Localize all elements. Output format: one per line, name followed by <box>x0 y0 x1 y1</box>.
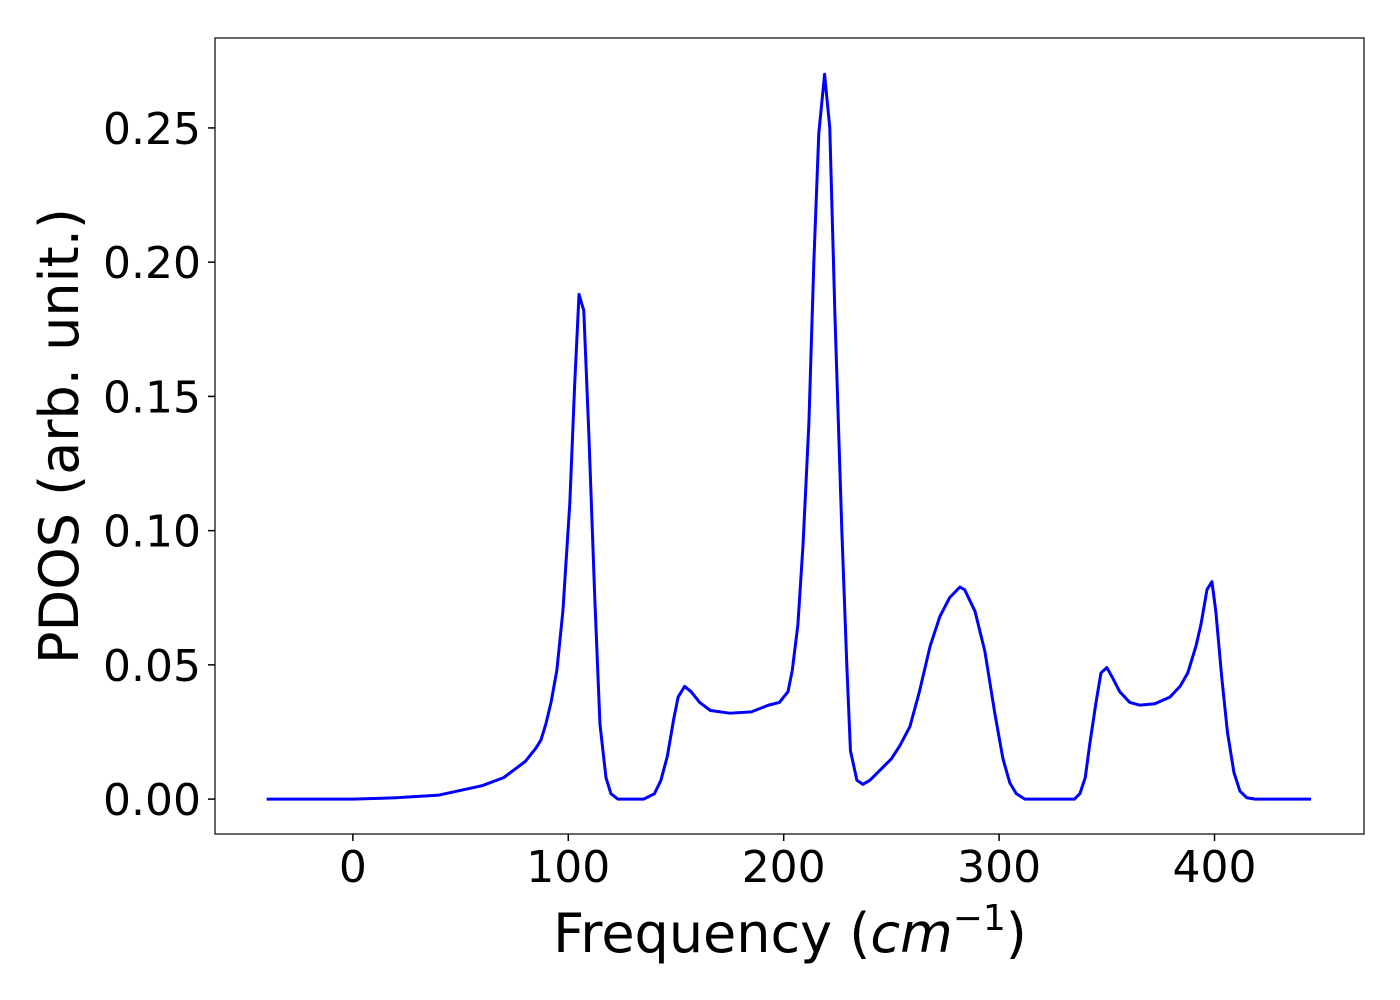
y-tick-label: 0.10 <box>103 507 201 558</box>
x-tick-label: 300 <box>957 842 1041 893</box>
y-tick-label: 0.25 <box>103 104 201 155</box>
x-tick-label: 100 <box>526 842 610 893</box>
y-tick-label: 0.00 <box>103 775 201 826</box>
x-label-math: cm <box>870 902 952 965</box>
x-label-sup: −1 <box>953 898 1006 939</box>
y-tick-label: 0.15 <box>103 372 201 423</box>
x-label-text: Frequency ( <box>553 902 870 965</box>
x-tick-label: 200 <box>742 842 826 893</box>
x-tick-label: 400 <box>1173 842 1257 893</box>
y-axis-label: PDOS (arb. unit.) <box>28 208 91 664</box>
plot-frame <box>214 37 1365 835</box>
data-line <box>266 72 1312 801</box>
y-tick-label: 0.05 <box>103 641 201 692</box>
y-tick-label: 0.20 <box>103 238 201 289</box>
x-label-close: ) <box>1006 902 1027 965</box>
x-tick-label: 0 <box>339 842 367 893</box>
x-axis-label: Frequency (cm−1) <box>553 898 1027 965</box>
